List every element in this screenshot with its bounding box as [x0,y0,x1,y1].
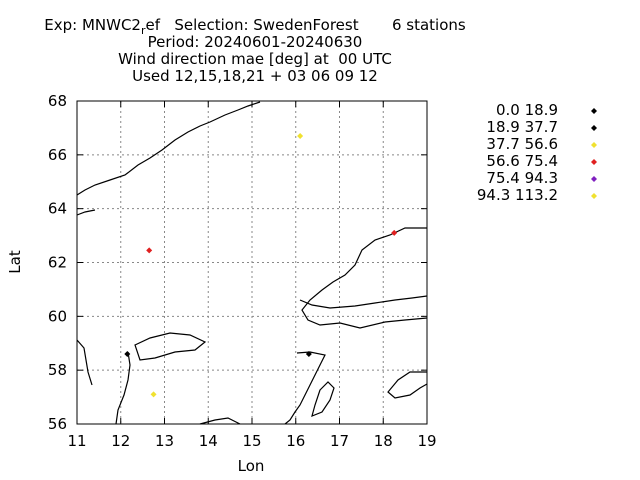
legend-label: 75.4 94.3 [486,169,558,187]
y-axis-label: Lat [6,250,24,274]
x-tick-label: 16 [286,432,305,450]
x-tick-label: 19 [417,432,436,450]
chart-title-period: Period: 20240601-20240630 [147,33,363,51]
chart-title-variable: Wind direction mae [deg] at 00 UTC [118,50,392,68]
legend-label: 18.9 37.7 [486,118,558,136]
data-point [146,247,153,254]
x-axis: 11 12 13 14 15 16 17 18 19 [67,101,437,450]
legend-marker [591,176,597,182]
x-tick-label: 13 [155,432,174,450]
grid [77,101,427,424]
x-tick-label: 17 [330,432,349,450]
y-tick-label: 62 [48,254,67,272]
y-tick-label: 56 [48,415,67,433]
legend: 0.0 18.918.9 37.737.7 56.656.6 75.475.4 … [477,101,597,204]
legend-label: 37.7 56.6 [486,135,558,153]
legend-marker [591,142,597,148]
chart-title-used: Used 12,15,18,21 + 03 06 09 12 [132,67,378,85]
x-tick-label: 18 [374,432,393,450]
y-axis: 56 58 60 62 64 66 68 [48,92,427,433]
x-tick-label: 11 [67,432,86,450]
x-tick-label: 15 [242,432,261,450]
chart-title-exp: Exp: MNWC2ref Selection: SwedenForest 6 … [44,16,466,37]
data-point [305,351,312,358]
legend-label: 0.0 18.9 [496,101,558,119]
x-axis-label: Lon [238,457,265,475]
data-points [124,132,398,398]
legend-marker [591,125,597,131]
x-tick-label: 12 [111,432,130,450]
y-tick-label: 64 [48,200,67,218]
legend-label: 94.3 113.2 [477,186,558,204]
data-point [297,132,304,139]
y-tick-label: 66 [48,146,67,164]
y-tick-label: 58 [48,361,67,379]
legend-marker [591,108,597,114]
y-tick-label: 60 [48,307,67,325]
data-point [124,351,131,358]
y-tick-label: 68 [48,92,67,110]
x-tick-label: 14 [199,432,218,450]
data-point [150,391,157,398]
legend-marker [591,159,597,165]
legend-marker [591,193,597,199]
data-point [391,229,398,236]
legend-label: 56.6 75.4 [486,152,558,170]
coastline-map [76,101,428,425]
